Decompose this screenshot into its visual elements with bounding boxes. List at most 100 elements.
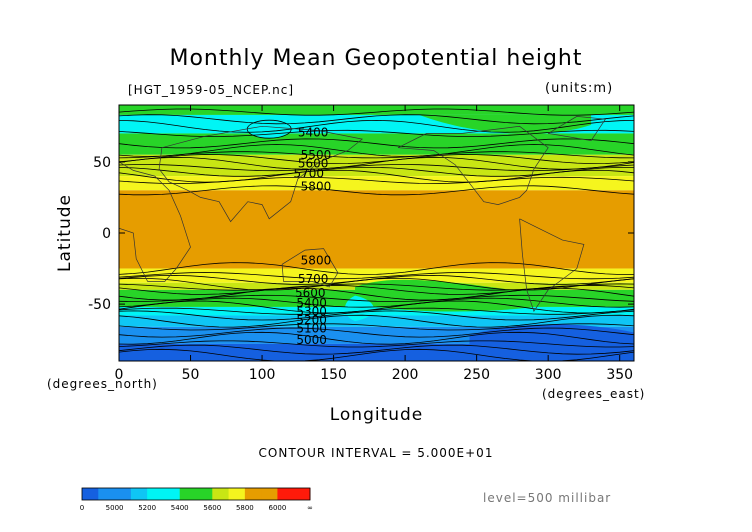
x-axis-label: Longitude [330,405,424,425]
x-unit-label: (degrees_east) [542,387,645,401]
x-tick-label: 300 [535,367,562,383]
contour-label: 5600 [298,157,329,171]
contour-line [119,310,634,321]
coastline [519,218,585,312]
contour-label: 5700 [298,272,329,286]
contour-line [119,164,634,172]
contour-line [119,144,634,157]
axes: 0 50 100 150 200 250 300 350 50 0 -50 Longitude Lati… [47,105,645,425]
contour-line [119,331,634,345]
colorbar-swatch [163,488,181,500]
contour-label: 5600 [295,286,326,300]
contour-band [119,105,634,115]
contour-line [119,327,634,338]
colorbar-tick-label: 5400 [171,504,189,512]
polar-low-south [469,324,634,361]
coastline [119,161,191,282]
contour-label: 5800 [301,253,332,267]
contour-line [119,185,634,196]
colorbar-tick-label: 5800 [236,504,254,512]
contour-label: 5200 [296,313,327,327]
colorbar-tick-label: ∞ [307,504,313,512]
coastline [397,125,549,205]
y-tick-label: 0 [102,226,111,242]
level-label: level=500 millibar [483,491,612,505]
y-tick-label: 50 [93,155,111,171]
contour-label: 5000 [296,333,327,347]
contour-band [119,190,634,269]
coastline [548,116,607,141]
colorbar-swatch [261,488,278,500]
contour-labels: 5400550056005700580058005700560054005300… [294,125,332,347]
contour-line [119,307,634,315]
contour-label: 5400 [296,296,327,310]
colorbar-swatch [277,488,295,500]
contour-label: 5700 [294,167,325,181]
x-tick-label: 350 [606,367,633,383]
colorbar-tick-label: 5000 [106,504,124,512]
contour-band [119,268,634,283]
contour-lines [119,108,634,361]
colorbar-swatch [244,488,262,500]
x-tick-label: 200 [392,367,419,383]
contour-line [119,323,634,331]
contour-line [119,272,634,280]
x-tick-label: 50 [182,367,200,383]
file-label: [HGT_1959-05_NCEP.nc] [128,83,295,97]
contour-label: 5100 [296,322,327,336]
contour-line [119,108,634,116]
contour-line [119,156,634,170]
contour-line [119,119,634,133]
colorbar-swatch [114,488,132,500]
contour-line [119,114,634,125]
colorbar-swatch [98,488,116,500]
coastline [158,125,364,223]
x-tick-label: 0 [115,367,124,383]
units-label: (units:m) [545,81,614,96]
contour-line [119,300,634,314]
colorbar-swatch [147,488,164,500]
contour-line [119,151,634,159]
coastline [281,248,339,288]
contour-line [119,340,634,348]
colorbar-tick-label: 5600 [203,504,221,512]
y-unit-label: (degrees_north) [47,377,158,391]
colorbar-swatch [179,488,197,500]
contour-line [119,277,634,291]
contour-line [119,348,634,361]
colorbar-tick-label: 5200 [138,504,156,512]
contour-label: 5300 [296,304,327,318]
y-axis-label: Latitude [55,194,75,272]
colorbar-swatch [82,488,99,500]
contour-line [119,344,634,355]
contour-line [119,297,634,308]
colorbar-tick-label: 0 [80,504,84,512]
contour-line [119,169,634,183]
contour-line [119,154,634,165]
contour-label: 5500 [301,148,332,162]
colorbar: 0 5000 5200 5400 5600 5800 6000 ∞ [80,487,313,512]
colorbar-swatch [130,488,148,500]
y-tick-label: -50 [88,297,111,313]
contour-line [119,176,634,184]
contour-line [119,314,634,328]
contour-interval: CONTOUR INTERVAL = 5.000E+01 [258,446,494,460]
contour-label: 5400 [298,125,329,139]
coastlines [119,116,607,312]
x-tick-label: 100 [249,367,276,383]
colorbar-swatch [293,488,311,500]
colorbar-swatch [196,488,213,500]
contour-band [119,133,634,155]
colorbar-frame [81,487,311,501]
contour-band [119,315,634,327]
colorbar-swatch [212,488,230,500]
chart-title: Monthly Mean Geopotential height [169,46,583,71]
contour-line [119,294,634,302]
contour-line [119,262,634,275]
x-tick-label: 250 [463,367,490,383]
contour-label: 5800 [301,179,332,193]
colorbar-tick-label: 6000 [269,504,287,512]
contour-line [119,138,634,149]
trough-south [344,295,374,322]
